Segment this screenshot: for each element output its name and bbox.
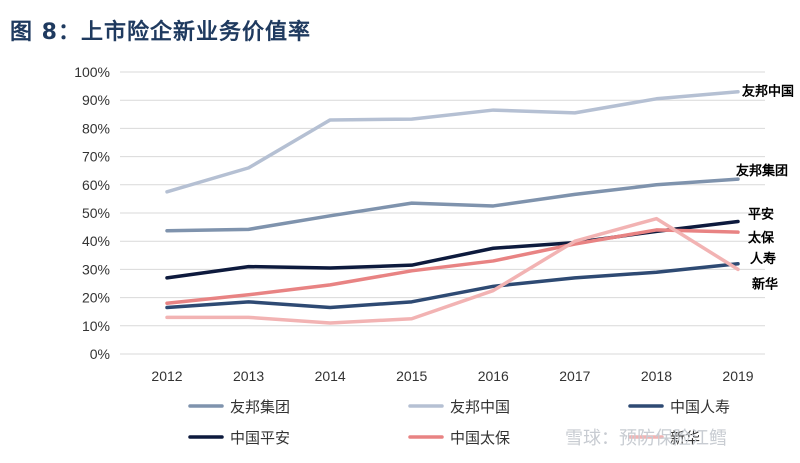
y-tick-label: 40% <box>82 233 110 249</box>
series-line <box>165 177 740 233</box>
series-end-label: 人寿 <box>750 251 776 267</box>
legend-item: 新华 <box>628 429 700 447</box>
y-tick-label: 20% <box>82 290 110 306</box>
series-end-label: 友邦集团 <box>736 163 788 179</box>
legend-label: 中国人寿 <box>670 398 730 416</box>
legend-label: 中国太保 <box>450 429 510 447</box>
legend-item: 中国人寿 <box>628 398 730 416</box>
y-tick-label: 50% <box>82 205 110 221</box>
series-end-label: 友邦中国 <box>742 84 794 100</box>
x-tick-label: 2019 <box>722 368 753 384</box>
y-axis-ticks: 0% 10% 20% 30% 40% 50% 60% 70% 80% 90% 100% <box>74 64 110 362</box>
legend-label: 中国平安 <box>230 429 290 447</box>
watermark-text: 雪球：预防保险江鳕 <box>565 428 727 449</box>
series-line <box>165 216 740 325</box>
x-tick-label: 2015 <box>396 368 427 384</box>
legend-item: 友邦集团 <box>188 398 290 416</box>
y-tick-label: 100% <box>74 64 110 80</box>
x-axis-ticks: 2012 2013 2014 2015 2016 2017 2018 2019 <box>151 368 753 384</box>
x-tick-label: 2013 <box>233 368 264 384</box>
legend-label: 友邦集团 <box>230 398 290 416</box>
legend-label: 友邦中国 <box>450 398 510 416</box>
series-end-label: 新华 <box>752 276 778 292</box>
y-tick-label: 90% <box>82 92 110 108</box>
x-tick-label: 2014 <box>315 368 346 384</box>
x-tick-label: 2017 <box>559 368 590 384</box>
legend-label: 新华 <box>670 429 700 447</box>
x-tick-label: 2012 <box>151 368 182 384</box>
legend-item: 中国太保 <box>408 429 510 447</box>
y-tick-label: 10% <box>82 318 110 334</box>
legend-item: 中国平安 <box>188 429 290 447</box>
x-tick-label: 2016 <box>478 368 509 384</box>
y-tick-label: 80% <box>82 120 110 136</box>
y-tick-label: 30% <box>82 261 110 277</box>
series-lines <box>165 89 740 325</box>
y-tick-label: 60% <box>82 177 110 193</box>
series-line <box>165 89 740 194</box>
figure-title: 图 8：上市险企新业务价值率 <box>10 20 311 45</box>
legend-item: 友邦中国 <box>408 398 510 416</box>
y-tick-label: 70% <box>82 149 110 165</box>
series-end-label: 平安 <box>748 206 774 222</box>
series-line <box>165 262 740 310</box>
y-tick-label: 0% <box>90 346 110 362</box>
x-tick-label: 2018 <box>641 368 672 384</box>
series-end-label: 太保 <box>747 230 775 246</box>
series-line <box>165 228 740 305</box>
